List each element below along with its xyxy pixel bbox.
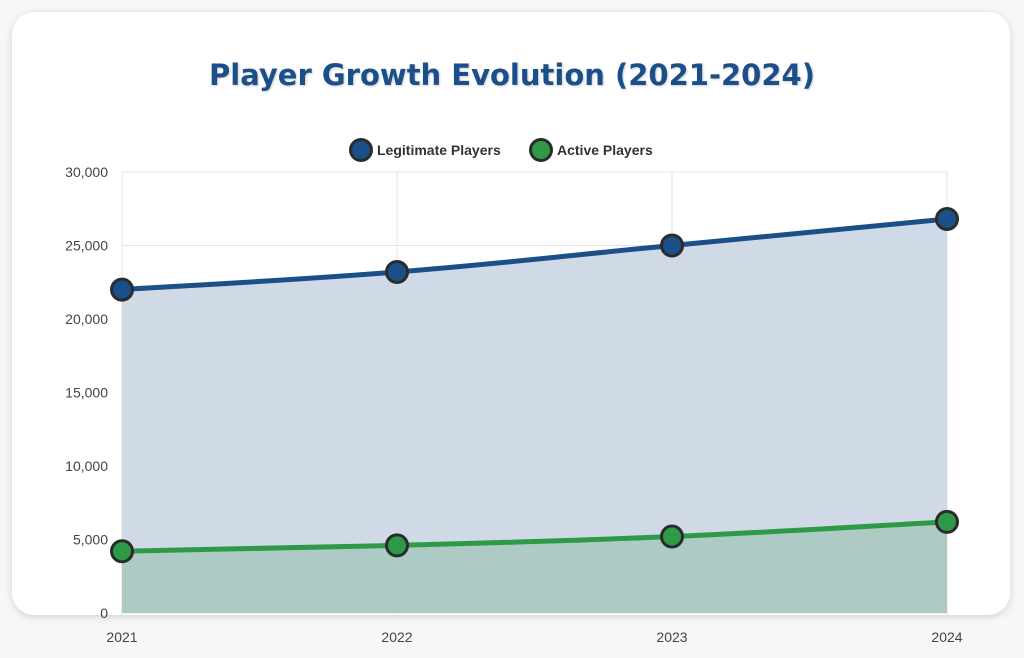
data-point [110,539,134,564]
x-tick-label: 2024 [931,629,962,645]
data-point [660,233,684,258]
data-point [935,207,959,232]
legend-marker-icon [349,138,373,162]
y-tick-label: 10,000 [65,458,108,474]
x-tick-label: 2023 [656,629,687,645]
series-line [121,519,948,554]
y-tick-label: 5,000 [73,532,108,548]
chart-title: Player Growth Evolution (2021-2024) [209,58,815,92]
y-tick-label: 20,000 [65,311,108,327]
data-point [935,509,959,534]
legend-marker-icon [529,138,553,162]
y-tick-label: 30,000 [65,164,108,180]
series-line [121,216,948,293]
series-area [122,521,947,613]
data-point [660,524,684,549]
x-tick-label: 2021 [106,629,137,645]
data-point [110,277,134,302]
series-area [122,219,947,614]
data-point [385,259,409,284]
legend-label[interactable]: Active Players [557,142,653,158]
data-point [385,533,409,558]
y-tick-label: 25,000 [65,238,108,254]
y-tick-label: 0 [100,605,108,621]
y-tick-label: 15,000 [65,385,108,401]
x-tick-label: 2022 [381,629,412,645]
legend-label[interactable]: Legitimate Players [377,142,501,158]
